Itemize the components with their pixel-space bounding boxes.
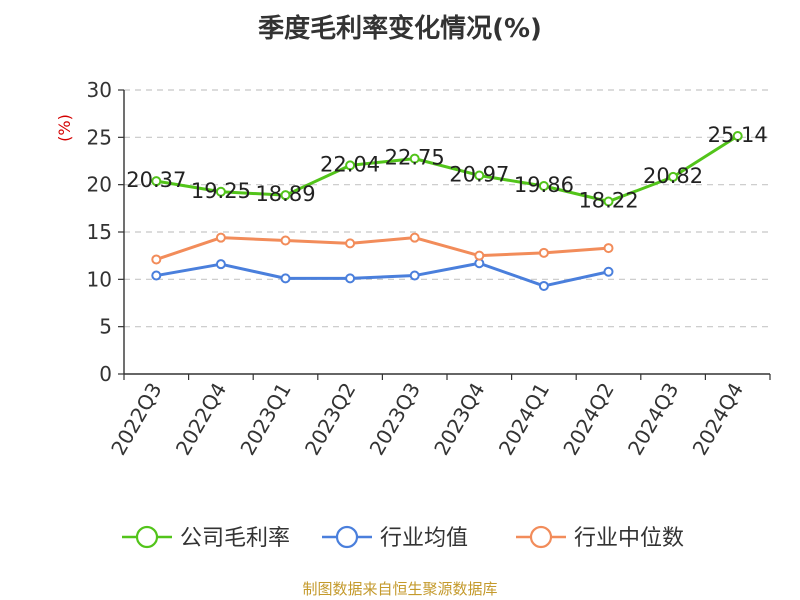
x-tick-label: 2024Q4 <box>688 379 748 460</box>
data-label: 18.22 <box>578 189 638 213</box>
data-point <box>151 270 162 281</box>
data-point <box>345 273 356 284</box>
data-label: 20.97 <box>449 162 509 186</box>
data-point <box>151 254 162 265</box>
data-point <box>215 259 226 270</box>
y-tick-label: 15 <box>87 220 112 244</box>
data-point <box>345 160 356 171</box>
x-tick-label: 2023Q1 <box>235 379 295 460</box>
y-tick-label: 30 <box>87 78 112 102</box>
y-tick-label: 10 <box>87 267 112 291</box>
series-lines <box>151 131 743 291</box>
data-label: 20.37 <box>126 168 186 192</box>
legend-label: 行业均值 <box>380 526 468 551</box>
data-point <box>345 238 356 249</box>
data-point <box>732 131 743 142</box>
legend-item[interactable]: 行业中位数 <box>516 525 684 551</box>
legend-label: 公司毛利率 <box>180 526 290 551</box>
data-point <box>474 250 485 261</box>
data-label: 22.75 <box>385 146 445 170</box>
data-point <box>280 190 291 201</box>
x-tick-label: 2022Q3 <box>106 379 166 460</box>
legend-item[interactable]: 公司毛利率 <box>122 525 290 551</box>
x-tick-label: 2022Q4 <box>171 379 231 460</box>
data-point <box>280 235 291 246</box>
data-point <box>215 232 226 243</box>
y-tick-label: 25 <box>87 125 112 149</box>
data-label: 25.14 <box>708 123 768 147</box>
data-label: 19.86 <box>514 173 574 197</box>
source-note: 制图数据来自恒生聚源数据库 <box>302 580 498 598</box>
y-axis-label: (%) <box>55 114 74 142</box>
data-point <box>280 273 291 284</box>
data-point <box>409 153 420 164</box>
data-point <box>474 170 485 181</box>
data-point <box>215 186 226 197</box>
data-point <box>409 270 420 281</box>
data-point <box>151 176 162 187</box>
data-label: 20.82 <box>643 164 703 188</box>
x-tick-label: 2023Q2 <box>300 379 360 460</box>
legend: 公司毛利率 行业均值 行业中位数 <box>122 525 684 551</box>
chart-title: 季度毛利率变化情况(%) <box>258 14 542 44</box>
series-line <box>155 236 609 261</box>
y-tick-label: 5 <box>99 315 112 339</box>
data-point <box>538 247 549 258</box>
grid-lines <box>124 89 770 328</box>
x-tick-label: 2024Q1 <box>494 379 554 460</box>
data-point <box>409 232 420 243</box>
y-tick-label: 0 <box>99 362 112 386</box>
legend-item[interactable]: 行业均值 <box>322 525 468 551</box>
series-line <box>156 134 739 204</box>
data-point <box>603 243 614 254</box>
x-tick-label: 2024Q2 <box>558 379 618 460</box>
data-point <box>668 171 679 182</box>
data-label: 18.89 <box>255 182 315 206</box>
data-label: 19.25 <box>191 179 251 203</box>
legend-label: 行业中位数 <box>574 526 684 551</box>
data-point <box>538 280 549 291</box>
data-point <box>538 180 549 191</box>
legend-swatch-marker <box>335 525 359 549</box>
data-point <box>603 266 614 277</box>
x-tick-label: 2023Q3 <box>365 379 425 460</box>
series-line <box>156 261 609 288</box>
data-label: 22.04 <box>320 152 380 176</box>
x-tick-label: 2024Q3 <box>623 379 683 460</box>
data-point <box>603 196 614 207</box>
legend-swatch-marker <box>529 525 553 549</box>
x-tick-label: 2023Q4 <box>429 379 489 460</box>
y-tick-label: 20 <box>87 173 112 197</box>
legend-swatch-marker <box>135 525 159 549</box>
